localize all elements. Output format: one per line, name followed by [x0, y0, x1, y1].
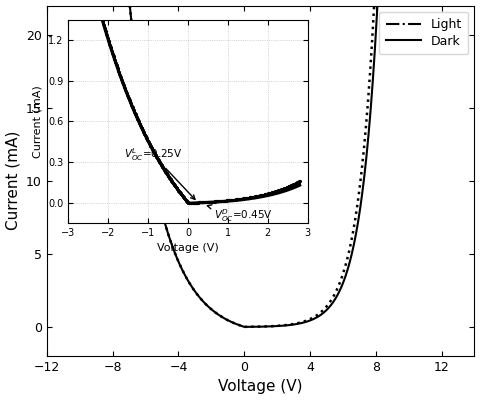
Dark — [280, 323, 286, 328]
Light — [280, 323, 286, 328]
Dark — [241, 324, 247, 329]
Dark — [264, 324, 270, 329]
Dark — [272, 324, 277, 329]
Legend: Light, Dark: Light, Dark — [380, 12, 468, 54]
Light — [314, 313, 320, 318]
Y-axis label: Current (mA): Current (mA) — [6, 131, 21, 230]
Light — [343, 263, 348, 268]
Line: Light: Light — [105, 0, 384, 327]
X-axis label: Voltage (V): Voltage (V) — [218, 380, 303, 394]
Dark — [343, 274, 348, 278]
Dark — [314, 315, 320, 320]
Light — [264, 324, 270, 329]
Light — [272, 324, 277, 328]
Line: Dark: Dark — [105, 0, 384, 327]
Light — [241, 324, 247, 329]
